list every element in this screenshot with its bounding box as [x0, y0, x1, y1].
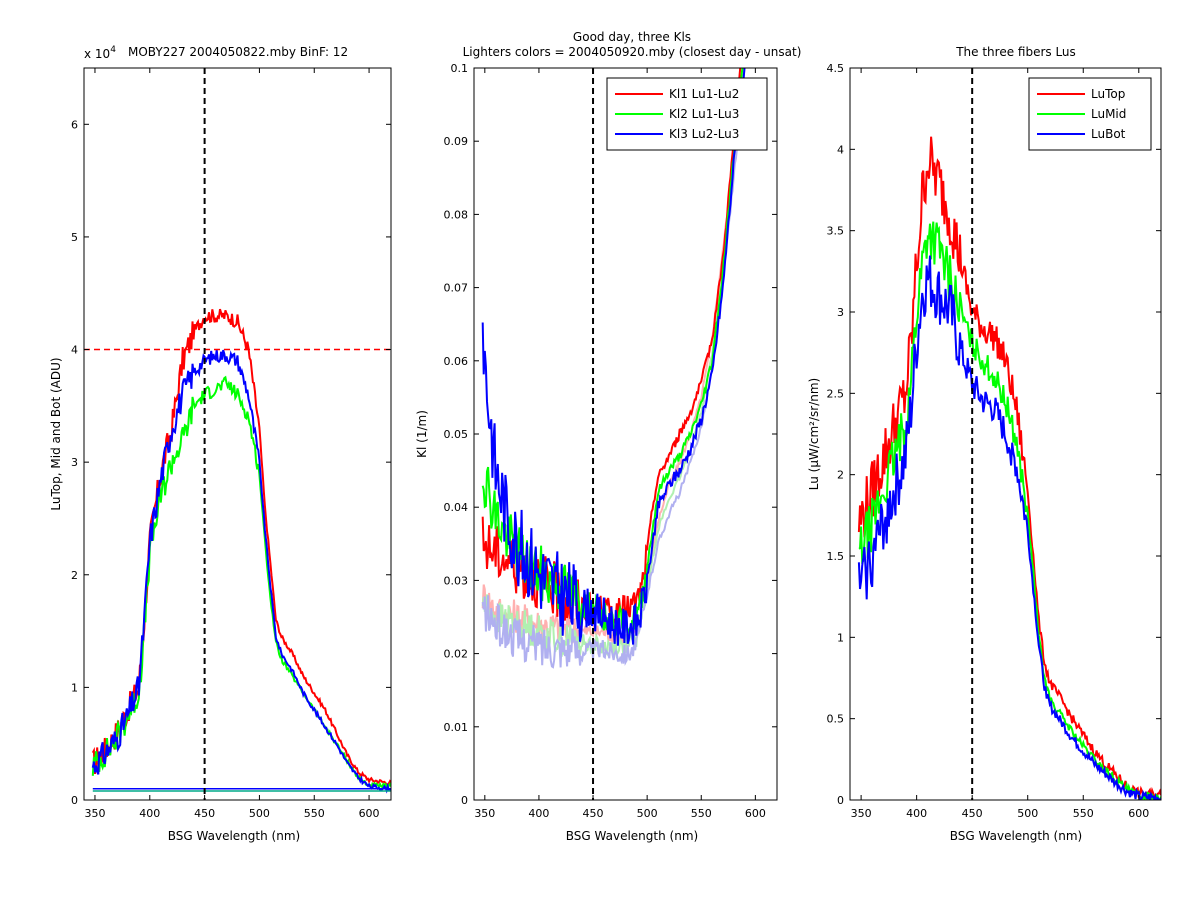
right-series-line-0 — [857, 136, 1161, 800]
left-axes-frame — [83, 67, 392, 801]
right-axes-frame — [849, 67, 1162, 801]
right-y-tick-label: 2.5 — [827, 387, 845, 400]
middle-panel-title: Good day, three Kls — [573, 30, 691, 44]
middle-series-line-2 — [481, 68, 746, 669]
right-panel-title: The three fibers Lus — [955, 45, 1076, 59]
right-y-tick-label: 4.5 — [827, 62, 845, 75]
middle-y-tick-label: 0.07 — [444, 282, 469, 295]
middle-y-tick-label: 0.09 — [444, 135, 469, 148]
right-y-tick-label: 1.5 — [827, 550, 845, 563]
middle-y-tick-label: 0.03 — [444, 574, 469, 587]
left-panel-title: MOBY227 2004050822.mby BinF: 12 — [128, 45, 348, 59]
left-y-tick-label: 4 — [71, 344, 78, 357]
left-x-tick-label: 600 — [359, 807, 380, 820]
left-panel: x 104 MOBY227 2004050822.mby BinF: 12 BS… — [49, 45, 392, 843]
middle-panel: Good day, three Kls Lighters colors = 20… — [415, 30, 801, 843]
left-exponent-power: 4 — [110, 45, 116, 55]
middle-x-axis-label: BSG Wavelength (nm) — [566, 829, 698, 843]
right-x-tick-label: 450 — [962, 807, 983, 820]
middle-y-axis-label: Kl (1/m) — [415, 410, 429, 458]
middle-x-tick-label: 600 — [745, 807, 766, 820]
left-plot-area — [84, 68, 391, 800]
left-y-tick-label: 2 — [71, 569, 78, 582]
middle-x-tick-label: 550 — [691, 807, 712, 820]
left-y-tick-label: 6 — [71, 118, 78, 131]
right-x-tick-label: 400 — [906, 807, 927, 820]
middle-y-tick-label: 0 — [461, 794, 468, 807]
middle-x-tick-label: 350 — [474, 807, 495, 820]
right-series-line-2 — [857, 255, 1161, 800]
middle-x-tick-label: 400 — [528, 807, 549, 820]
left-series-line-2 — [91, 349, 391, 794]
right-y-tick-label: 0.5 — [827, 713, 845, 726]
left-x-axis-label: BSG Wavelength (nm) — [168, 829, 300, 843]
right-x-tick-label: 550 — [1073, 807, 1094, 820]
left-y-tick-label: 0 — [71, 794, 78, 807]
right-legend-label: LuTop — [1091, 87, 1125, 101]
middle-x-tick-label: 500 — [637, 807, 658, 820]
middle-y-tick-label: 0.05 — [444, 428, 469, 441]
middle-y-tick-label: 0.01 — [444, 721, 469, 734]
middle-legend-label: Kl2 Lu1-Lu3 — [669, 107, 739, 121]
left-x-tick-label: 400 — [139, 807, 160, 820]
left-x-tick-label: 500 — [249, 807, 270, 820]
middle-x-tick-label: 450 — [583, 807, 604, 820]
left-exponent-label: x 104 — [84, 45, 116, 61]
right-x-tick-label: 350 — [851, 807, 872, 820]
middle-legend-label: Kl1 Lu1-Lu2 — [669, 87, 739, 101]
middle-plot-area — [481, 68, 746, 800]
right-y-tick-label: 0 — [837, 794, 844, 807]
left-x-tick-label: 450 — [194, 807, 215, 820]
right-y-axis-label: Lu (µW/cm²/sr/nm) — [807, 378, 821, 490]
right-y-tick-label: 4 — [837, 143, 844, 156]
middle-y-tick-label: 0.02 — [444, 648, 469, 661]
right-y-tick-label: 2 — [837, 469, 844, 482]
right-x-tick-label: 500 — [1017, 807, 1038, 820]
left-x-tick-label: 550 — [304, 807, 325, 820]
left-y-tick-label: 5 — [71, 231, 78, 244]
left-series-line-0 — [91, 308, 391, 786]
middle-y-tick-label: 0.1 — [451, 62, 469, 75]
middle-panel-subtitle: Lighters colors = 2004050920.mby (closes… — [463, 45, 802, 59]
right-x-axis-label: BSG Wavelength (nm) — [950, 829, 1082, 843]
right-y-tick-label: 1 — [837, 631, 844, 644]
left-x-tick-label: 350 — [84, 807, 105, 820]
left-series-line-1 — [91, 375, 391, 792]
middle-y-tick-label: 0.08 — [444, 208, 469, 221]
left-y-axis-label: LuTop, Mid and Bot (ADU) — [49, 357, 63, 510]
right-plot-area — [857, 68, 1161, 800]
right-y-tick-label: 3.5 — [827, 225, 845, 238]
left-y-tick-label: 1 — [71, 681, 78, 694]
right-x-tick-label: 600 — [1128, 807, 1149, 820]
right-y-tick-label: 3 — [837, 306, 844, 319]
middle-legend-label: Kl3 Lu2-Lu3 — [669, 127, 739, 141]
middle-series-line-5 — [481, 68, 746, 646]
middle-y-tick-label: 0.04 — [444, 501, 469, 514]
right-series-line-1 — [858, 221, 1161, 800]
left-y-tick-label: 3 — [71, 456, 78, 469]
right-legend-label: LuMid — [1091, 107, 1126, 121]
right-panel: The three fibers Lus BSG Wavelength (nm)… — [807, 45, 1162, 843]
right-legend-label: LuBot — [1091, 127, 1126, 141]
right-legend: LuTop LuMid LuBot — [1028, 77, 1152, 151]
middle-legend: Kl1 Lu1-Lu2 Kl2 Lu1-Lu3 Kl3 Lu2-Lu3 — [606, 77, 768, 151]
middle-y-tick-label: 0.06 — [444, 355, 469, 368]
